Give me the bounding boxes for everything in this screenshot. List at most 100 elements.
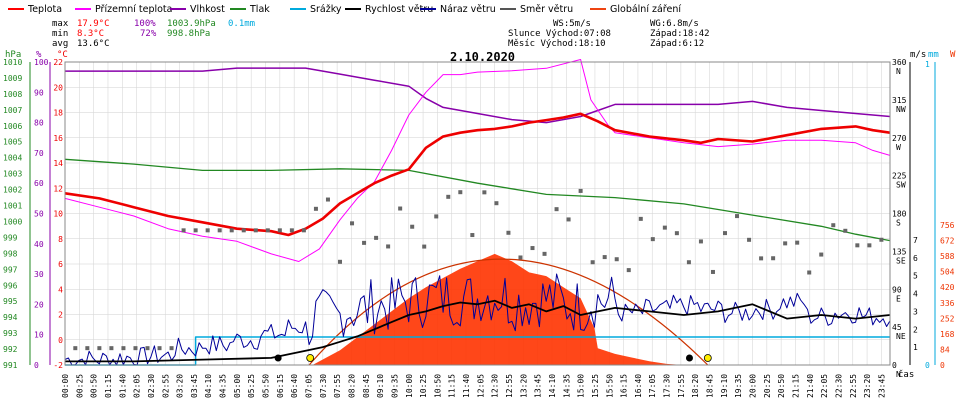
dir-tick: 135 xyxy=(892,247,907,256)
chart-title: 2.10.2020 xyxy=(450,50,515,64)
pct-tick: 80 xyxy=(34,119,44,128)
humidity-line xyxy=(65,67,891,124)
stats-label: min xyxy=(52,29,68,39)
wind-tick: 3 xyxy=(913,307,918,316)
hpa-tick: 991 xyxy=(3,361,18,370)
wind-direction-mark xyxy=(590,260,595,265)
sunrise-marker xyxy=(306,354,315,362)
wind-direction-mark xyxy=(338,259,342,264)
x-tick: 16:40 xyxy=(634,374,643,398)
temp-tick: 4 xyxy=(58,285,63,294)
x-tick: 11:40 xyxy=(462,374,471,398)
hpa-tick: 1006 xyxy=(3,122,22,131)
stats-value: 8.3°C xyxy=(77,29,104,39)
pct-tick: 10 xyxy=(34,331,44,340)
wind-direction-mark xyxy=(747,237,752,242)
wind-direction-mark xyxy=(398,206,403,211)
hpa-tick: 1002 xyxy=(3,186,22,195)
x-tick: 06:15 xyxy=(276,374,285,398)
wind-direction-mark xyxy=(855,243,860,248)
stats-block: max 17.9°C 100% 1003.9hPa 0.1mm min 8.3°C 72% 99… xyxy=(52,19,255,49)
x-tick: 12:30 xyxy=(491,374,500,398)
hpa-tick: 995 xyxy=(3,297,18,306)
rad-tick: 0 xyxy=(940,361,945,370)
wind-direction-mark xyxy=(482,190,487,195)
wind-direction-mark xyxy=(217,228,222,233)
info-text: Západ:18:42 xyxy=(650,29,710,39)
wind-tick: 2 xyxy=(913,325,918,334)
x-tick: 05:00 xyxy=(233,374,242,398)
hpa-tick: 992 xyxy=(3,345,18,354)
info-text: Západ:6:12 xyxy=(650,39,704,49)
wind-direction-mark xyxy=(686,260,691,265)
wind-direction-mark xyxy=(169,346,174,351)
rad-tick: 168 xyxy=(940,330,955,339)
x-tick: 10:25 xyxy=(419,374,428,398)
info-text: WG:6.8m/s xyxy=(650,19,699,29)
wind-direction-mark xyxy=(578,188,583,193)
wind-tick: 5 xyxy=(913,272,918,281)
pct-tick: 70 xyxy=(34,149,44,158)
x-tick: 15:50 xyxy=(605,374,614,398)
wind-direction-mark xyxy=(458,190,463,195)
wind-direction-mark xyxy=(494,201,499,206)
x-tick: 17:30 xyxy=(663,374,672,398)
hpa-tick: 1000 xyxy=(3,217,22,226)
x-tick: 09:10 xyxy=(376,374,385,398)
wind-direction-mark xyxy=(698,239,703,244)
dir-compass: N xyxy=(896,67,901,76)
x-axis-label: čas xyxy=(898,369,914,380)
temp-tick: 12 xyxy=(53,184,63,193)
wind-speed-line xyxy=(65,299,891,363)
dir-axis-label: m/s xyxy=(910,50,926,60)
wind-direction-mark xyxy=(530,246,535,251)
rad-tick: 588 xyxy=(940,252,955,261)
x-tick: 20:50 xyxy=(777,374,786,398)
x-tick: 07:55 xyxy=(333,374,342,398)
wind-direction-mark xyxy=(566,217,571,222)
stats-value: 100% xyxy=(134,19,156,29)
legend-label: Globální záření xyxy=(610,4,681,15)
legend-label: Směr větru xyxy=(520,4,573,15)
wind-direction-mark xyxy=(410,224,415,229)
dir-compass: W xyxy=(896,143,901,152)
wind-direction-mark xyxy=(710,269,715,274)
x-tick: 19:35 xyxy=(734,374,743,398)
wind-direction-mark xyxy=(362,240,367,245)
hpa-tick: 1010 xyxy=(3,58,22,67)
radiation-theoretical-line xyxy=(308,258,709,366)
x-tick: 17:05 xyxy=(648,374,657,398)
x-tick: 01:15 xyxy=(104,374,113,398)
wind-direction-mark xyxy=(73,346,78,351)
x-tick: 15:25 xyxy=(591,374,600,398)
wind-direction-mark xyxy=(325,197,330,202)
plot-area: 2.10.2020 xyxy=(64,50,891,366)
temperature-line xyxy=(64,112,891,237)
wind-direction-mark xyxy=(626,268,631,273)
dir-tick: 0 xyxy=(892,361,897,370)
temp-axis-label: °C xyxy=(57,50,68,60)
legend: Teplota Přízemní teplota Vlhkost Tlak Srážky… xyxy=(8,4,681,15)
x-tick: 12:55 xyxy=(505,374,514,398)
x-tick: 02:05 xyxy=(133,374,142,398)
wind-direction-mark xyxy=(506,230,511,235)
temp-tick: 10 xyxy=(53,210,63,219)
wind-direction-mark xyxy=(867,243,872,248)
x-tick: 12:05 xyxy=(476,374,485,398)
x-tick: 10:50 xyxy=(433,374,442,398)
rain-tick: 0 xyxy=(925,361,930,370)
wind-direction-mark xyxy=(554,207,559,212)
dir-compass: NW xyxy=(896,105,906,114)
legend-label: Teplota xyxy=(27,4,62,15)
hpa-tick: 1007 xyxy=(3,106,22,115)
stats-value: 72% xyxy=(140,29,157,39)
x-tick: 05:50 xyxy=(262,374,271,398)
wind-direction-mark xyxy=(674,231,679,236)
wind-direction-mark xyxy=(374,235,379,240)
rad-tick: 672 xyxy=(940,237,955,246)
x-tick: 05:25 xyxy=(247,374,256,398)
x-tick: 22:05 xyxy=(820,374,829,398)
hpa-tick: 1009 xyxy=(3,74,22,83)
x-tick: 14:10 xyxy=(548,374,557,398)
